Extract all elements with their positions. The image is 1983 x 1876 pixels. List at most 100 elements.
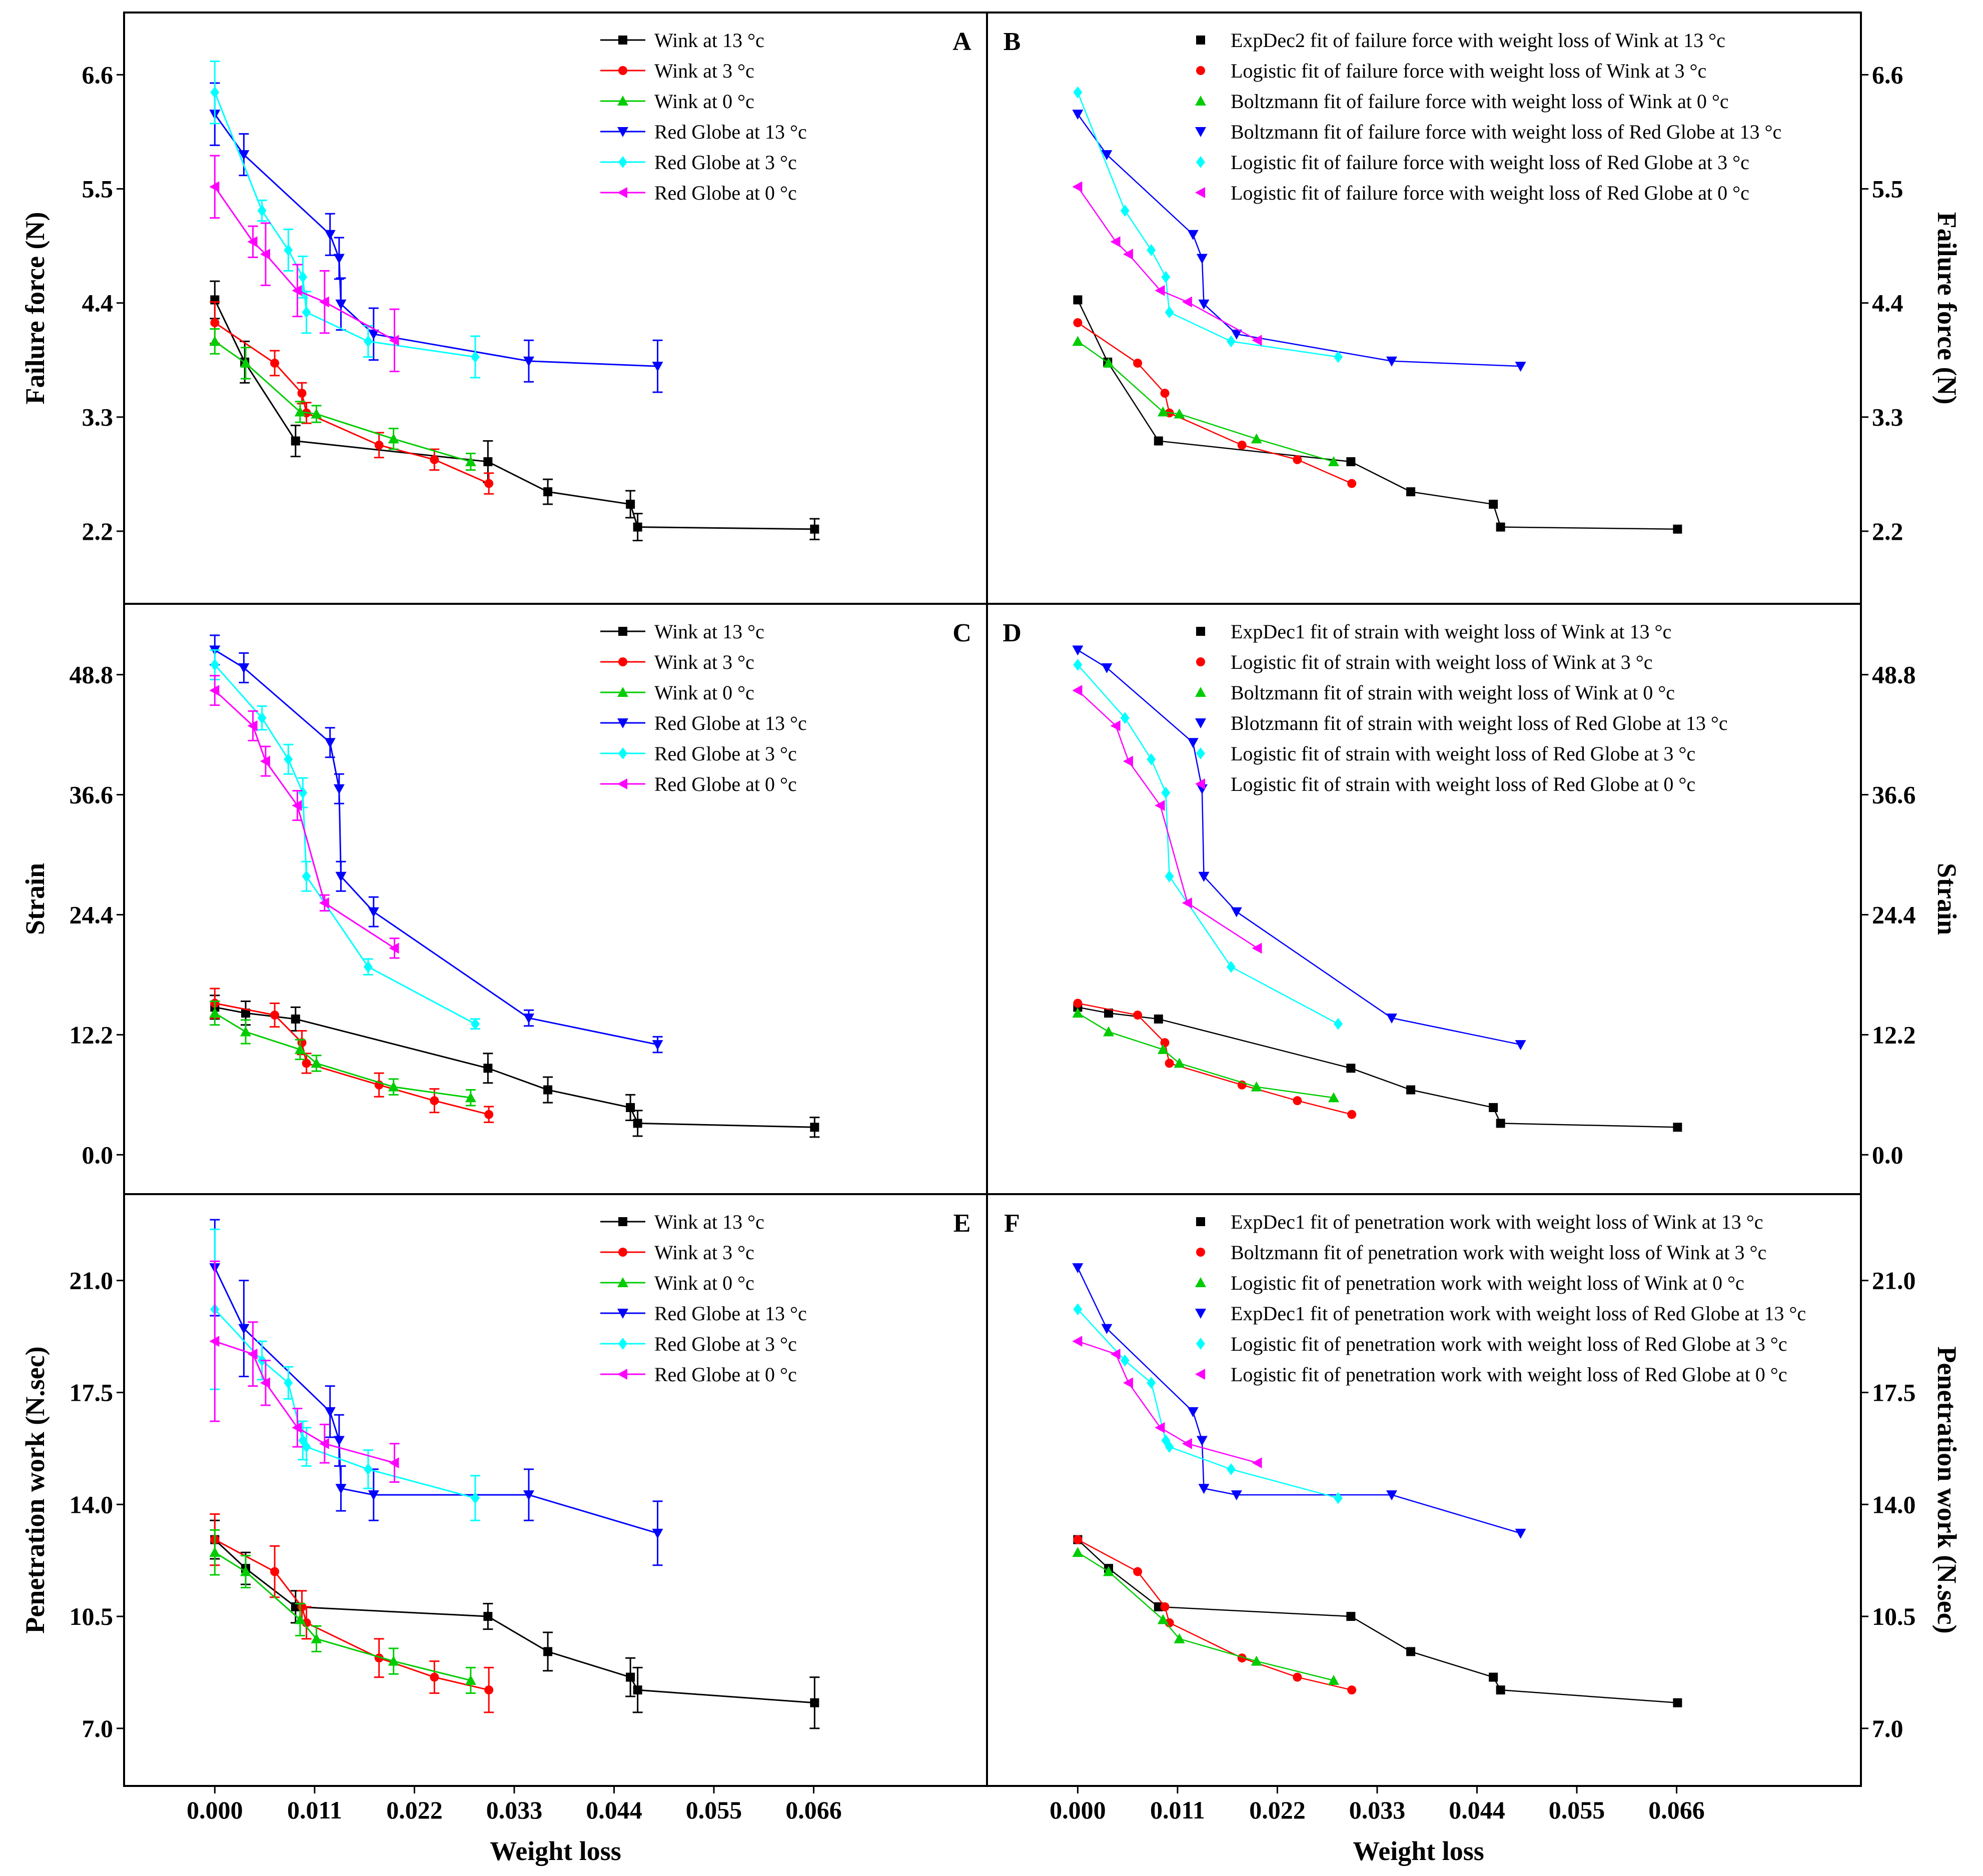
data-point xyxy=(270,358,280,368)
data-point xyxy=(810,1698,819,1707)
data-point xyxy=(543,1647,553,1656)
data-point xyxy=(484,479,494,488)
data-point xyxy=(1251,1655,1262,1666)
legend-item: Wink at 13 °c xyxy=(600,620,764,643)
series-line xyxy=(215,1002,489,1116)
data-point xyxy=(1195,1309,1206,1319)
data-point xyxy=(1196,627,1205,636)
data-point xyxy=(1072,645,1084,656)
panel-letter: C xyxy=(952,619,971,647)
fit-line xyxy=(1077,690,1258,949)
data-point xyxy=(388,1081,399,1092)
data-point xyxy=(618,1248,627,1257)
data-point xyxy=(1154,436,1163,446)
y-tick-label: 2.2 xyxy=(82,517,114,545)
data-point xyxy=(652,1040,663,1051)
data-point xyxy=(1198,299,1210,310)
x-tick-label: 0.055 xyxy=(1549,1796,1605,1824)
data-point xyxy=(1406,1085,1416,1095)
legend-item: Wink at 0 °c xyxy=(600,681,754,704)
data-point xyxy=(209,685,220,696)
series-line xyxy=(214,1267,658,1534)
data-point xyxy=(1333,1492,1343,1504)
data-point xyxy=(1187,230,1199,240)
legend-item: Logistic fit of failure force with weigh… xyxy=(1196,151,1749,174)
legend-label: Red Globe at 0 °c xyxy=(654,182,797,204)
legend-item: Boltzmann fit of failure force with weig… xyxy=(1195,90,1729,113)
panel-row-3: 7.0 7.0 10.5 10.5 14.0 14.0 17.5 17.5 21.0 21.0 Pe… xyxy=(20,1209,1962,1742)
x-axis-title: Weight loss xyxy=(1353,1836,1484,1866)
data-point xyxy=(363,1463,373,1475)
legend-item: Logistic fit of strain with weight loss … xyxy=(1196,651,1653,673)
y-tick-label: 36.6 xyxy=(1872,781,1916,809)
data-point xyxy=(1073,1535,1083,1544)
legend-item: Logistic fit of strain with weight loss … xyxy=(1195,773,1695,795)
legend-right: ExpDec1 fit of strain with weight loss o… xyxy=(1195,620,1728,795)
series-rg3-right xyxy=(1073,86,1343,363)
data-point xyxy=(810,1123,819,1132)
data-point xyxy=(324,230,336,240)
data-point xyxy=(1198,871,1210,882)
series-wink13-left xyxy=(210,995,820,1138)
panel-letter: E xyxy=(953,1209,971,1238)
legend-right: ExpDec2 fit of failure force with weight… xyxy=(1195,29,1781,204)
data-point xyxy=(1120,712,1130,724)
data-point xyxy=(1252,335,1262,346)
data-point xyxy=(209,181,220,193)
data-point xyxy=(617,1369,627,1380)
data-point xyxy=(1231,907,1242,917)
data-point xyxy=(1101,150,1113,161)
data-point xyxy=(210,658,220,671)
data-point xyxy=(1515,362,1526,372)
data-point xyxy=(1155,1422,1165,1433)
data-point xyxy=(1073,999,1083,1008)
legend-item: Wink at 0 °c xyxy=(600,90,754,113)
legend-label: Red Globe at 3 °c xyxy=(654,1333,797,1355)
data-point xyxy=(1346,1612,1356,1621)
data-point xyxy=(617,687,628,697)
legend-label: Logistic fit of penetration work with we… xyxy=(1231,1363,1787,1386)
y-axis-title: Failure force (N) xyxy=(1932,212,1962,405)
legend-label: Wink at 13 °c xyxy=(654,29,764,52)
data-point xyxy=(209,1547,221,1557)
data-point xyxy=(1187,738,1199,748)
data-point xyxy=(618,747,627,759)
series-wink3-left xyxy=(210,301,494,495)
y-tick-label: 14.0 xyxy=(1872,1490,1916,1518)
data-point xyxy=(1103,1026,1115,1037)
y-tick-label: 7.0 xyxy=(1872,1714,1903,1742)
legend-label: Logistic fit of failure force with weigh… xyxy=(1231,60,1706,82)
data-point xyxy=(617,778,627,789)
fit-line xyxy=(1077,114,1521,367)
y-tick-label: 0.0 xyxy=(82,1141,114,1169)
data-point xyxy=(319,296,329,308)
data-point xyxy=(1489,1103,1498,1112)
legend-item: Red Globe at 0 °c xyxy=(600,773,797,795)
data-point xyxy=(1160,1038,1170,1048)
data-point xyxy=(284,244,293,256)
data-point xyxy=(1073,658,1083,671)
legend-label: Wink at 3 °c xyxy=(654,60,754,82)
data-point xyxy=(1489,499,1498,509)
legend-left: Wink at 13 °c Wink at 3 °c Wink at 0 °c Red… xyxy=(600,620,807,795)
data-point xyxy=(292,800,302,811)
data-point xyxy=(617,1277,628,1287)
data-point xyxy=(465,1092,476,1103)
data-point xyxy=(210,318,220,328)
legend-label: Logistic fit of strain with weight loss … xyxy=(1231,773,1695,795)
data-point xyxy=(1073,86,1083,99)
data-point xyxy=(543,1085,553,1095)
data-point xyxy=(618,1217,627,1226)
data-point xyxy=(388,1655,399,1666)
series-rg13-right xyxy=(1072,110,1526,372)
data-point xyxy=(430,1672,439,1682)
data-point xyxy=(1072,110,1084,120)
legend-label: Wink at 0 °c xyxy=(654,90,754,113)
y-tick-label: 17.5 xyxy=(70,1378,114,1406)
data-point xyxy=(1072,181,1083,193)
data-point xyxy=(1386,356,1397,367)
data-point xyxy=(617,187,627,198)
series-wink3-left xyxy=(210,1513,494,1713)
